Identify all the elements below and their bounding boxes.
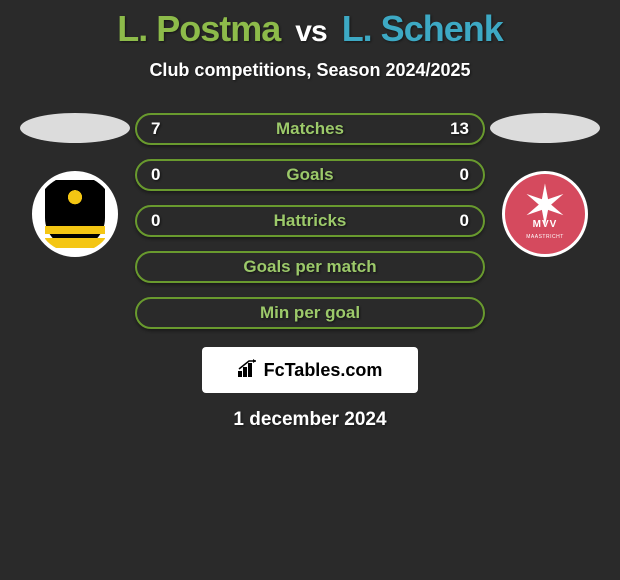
stat-pill: Goals per match <box>135 251 485 283</box>
stat-value-right: 0 <box>460 161 469 189</box>
stat-pill: 7 Matches 13 <box>135 113 485 145</box>
vs-label: vs <box>295 15 326 48</box>
stat-value-left: 0 <box>151 207 160 235</box>
stat-value-right: 13 <box>450 115 469 143</box>
player1-avatar-placeholder <box>20 113 130 143</box>
stat-label: Matches <box>276 119 344 139</box>
brand-attribution: FcTables.com <box>202 347 418 393</box>
date-label: 1 december 2024 <box>0 409 620 431</box>
stat-label: Min per goal <box>260 303 360 323</box>
stats-column: 7 Matches 13 0 Goals 0 0 Hattricks 0 Goals per ma… <box>135 113 485 329</box>
brand-text: FcTables.com <box>264 360 383 381</box>
player2-column: ✶ MVV MAASTRICHT <box>485 113 605 257</box>
stat-label: Hattricks <box>274 211 347 231</box>
player1-name: L. Postma <box>117 8 280 49</box>
player2-avatar-placeholder <box>490 113 600 143</box>
comparison-title: L. Postma vs L. Schenk <box>0 0 620 50</box>
player2-club-badge: ✶ MVV MAASTRICHT <box>502 171 588 257</box>
club-right-label: MVV <box>533 219 558 230</box>
main-row: VITESSE 7 Matches 13 0 Goals 0 0 Hattricks 0 Goal… <box>0 113 620 329</box>
vitesse-shield-icon <box>45 180 105 248</box>
club-right-sub: MAASTRICHT <box>526 234 564 240</box>
stat-label: Goals per match <box>243 257 376 277</box>
stat-value-left: 7 <box>151 115 160 143</box>
stat-value-left: 0 <box>151 161 160 189</box>
stat-label: Goals <box>286 165 333 185</box>
stat-pill: 0 Goals 0 <box>135 159 485 191</box>
stat-pill: Min per goal <box>135 297 485 329</box>
player2-name: L. Schenk <box>342 8 503 49</box>
subtitle: Club competitions, Season 2024/2025 <box>0 60 620 81</box>
player1-club-badge: VITESSE <box>32 171 118 257</box>
stat-pill: 0 Hattricks 0 <box>135 205 485 237</box>
player1-column: VITESSE <box>15 113 135 257</box>
chart-icon <box>238 359 260 382</box>
stat-value-right: 0 <box>460 207 469 235</box>
